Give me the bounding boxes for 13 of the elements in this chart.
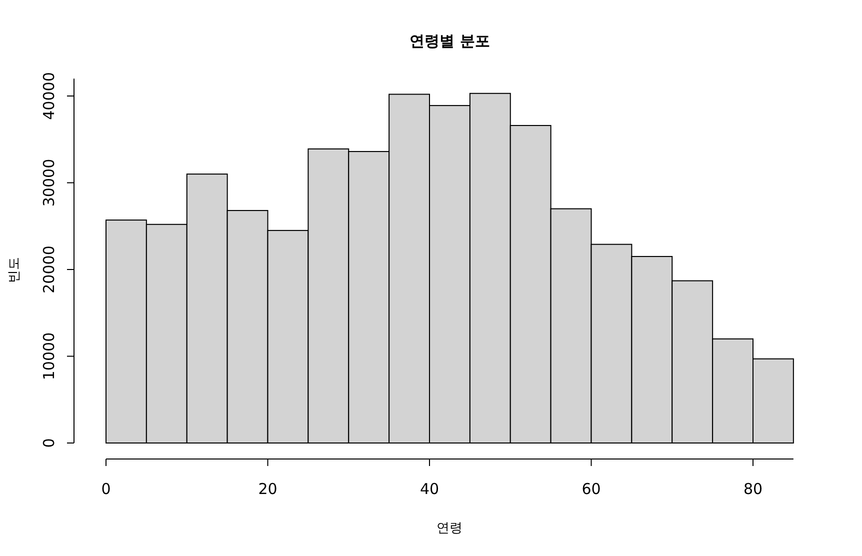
y-axis-title: 빈도 — [7, 257, 22, 283]
y-tick-label: 20000 — [40, 246, 58, 294]
y-tick-label: 30000 — [40, 158, 58, 207]
y-tick-label: 0 — [40, 438, 58, 448]
x-tick-label: 80 — [743, 480, 763, 498]
x-tick-label: 0 — [101, 480, 111, 498]
y-tick-label: 10000 — [40, 332, 58, 380]
x-tick-label: 40 — [420, 480, 440, 498]
y-tick-label: 40000 — [40, 72, 58, 120]
chart-title: 연령별 분포 — [410, 32, 490, 50]
x-tick-label: 20 — [258, 480, 278, 498]
x-axis-title: 연령 — [436, 521, 463, 536]
x-tick-label: 60 — [582, 480, 601, 498]
